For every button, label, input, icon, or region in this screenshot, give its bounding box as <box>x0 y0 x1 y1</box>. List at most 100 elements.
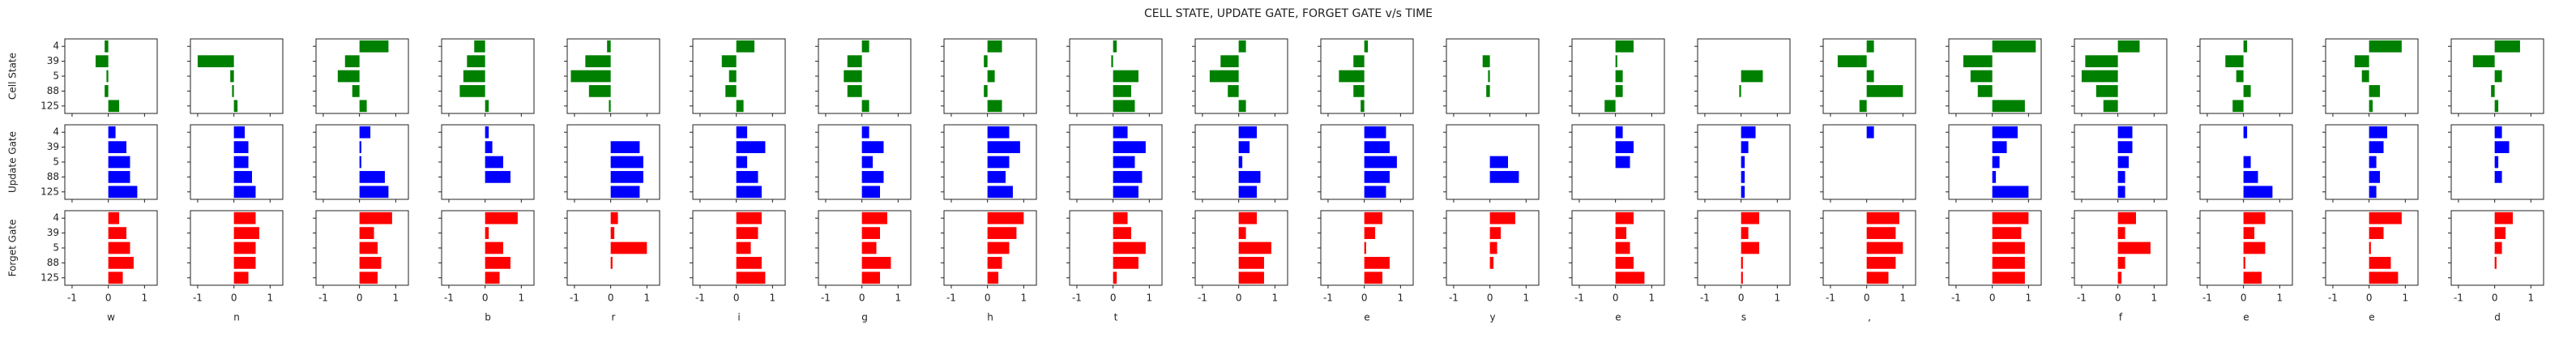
bar <box>861 141 884 153</box>
x-tick-label: -1 <box>1700 293 1710 304</box>
y-tick-label: 88 <box>47 171 59 182</box>
bar <box>105 40 109 53</box>
bar <box>2243 257 2245 269</box>
bar <box>1615 227 1627 239</box>
bar <box>1859 100 1867 113</box>
bar <box>1364 126 1386 139</box>
bar <box>1113 186 1138 199</box>
x-tick-label: 1 <box>644 293 651 304</box>
bar <box>1866 40 1874 53</box>
bar <box>2243 40 2248 53</box>
bar <box>2243 85 2251 97</box>
bar <box>1113 271 1117 284</box>
bar <box>108 156 130 169</box>
bar <box>485 141 493 153</box>
bar <box>1364 171 1390 183</box>
step-label: h <box>987 312 993 323</box>
bar <box>2494 227 2506 239</box>
bar <box>987 70 995 83</box>
y-tick-label: 39 <box>47 227 59 238</box>
bar <box>359 257 382 269</box>
bar <box>1615 211 1634 224</box>
step-label: t <box>1114 312 1118 323</box>
bar <box>108 186 138 199</box>
bar <box>861 241 877 254</box>
x-tick-label: -1 <box>67 293 77 304</box>
bar <box>1489 241 1497 254</box>
bar <box>610 156 643 169</box>
x-tick-label: 0 <box>608 293 614 304</box>
bar <box>1364 241 1366 254</box>
chart-title: CELL STATE, UPDATE GATE, FORGET GATE v/s… <box>1144 7 1433 20</box>
step-label: e <box>1615 312 1621 323</box>
bar <box>2117 227 2125 239</box>
bar <box>2494 211 2513 224</box>
bar <box>108 126 116 139</box>
bar <box>610 171 643 183</box>
x-tick-label: 0 <box>733 293 740 304</box>
x-tick-label: 0 <box>2366 293 2373 304</box>
bar <box>1615 55 1617 67</box>
bar <box>2243 171 2258 183</box>
bar <box>2361 70 2369 83</box>
y-tick-label: 39 <box>47 141 59 152</box>
bar <box>2494 70 2502 83</box>
bar <box>1866 271 1889 284</box>
bar <box>233 227 259 239</box>
bar <box>2117 171 2125 183</box>
bar <box>2117 271 2122 284</box>
bar <box>1741 211 1759 224</box>
bar <box>2243 241 2266 254</box>
bar <box>570 70 611 83</box>
x-tick-label: 1 <box>1900 293 1907 304</box>
bar <box>485 227 489 239</box>
y-tick-label: 5 <box>53 70 59 82</box>
bar <box>1364 156 1397 169</box>
bar <box>736 40 754 53</box>
x-tick-label: -1 <box>1449 293 1459 304</box>
bar <box>1353 85 1365 97</box>
bar <box>2491 85 2495 97</box>
y-tick-label: 4 <box>53 41 59 52</box>
bar <box>359 211 392 224</box>
bar <box>1866 126 1874 139</box>
bar <box>108 100 120 113</box>
bar <box>987 156 1010 169</box>
bar <box>1364 186 1386 199</box>
bar <box>1111 55 1113 67</box>
bar <box>2494 141 2510 153</box>
bar <box>2494 171 2502 183</box>
x-tick-label: -1 <box>318 293 328 304</box>
x-tick-label: 1 <box>1147 293 1153 304</box>
x-tick-label: 1 <box>1272 293 1279 304</box>
bar <box>1489 156 1508 169</box>
bar <box>233 126 246 139</box>
bar <box>1364 257 1390 269</box>
bar <box>610 141 640 153</box>
bar <box>197 55 234 67</box>
bar <box>1866 241 1903 254</box>
bar <box>1238 241 1271 254</box>
x-tick-label: -1 <box>1072 293 1082 304</box>
bar <box>1992 141 2007 153</box>
step-label: r <box>612 312 616 323</box>
bar <box>2117 257 2125 269</box>
x-tick-label: 0 <box>1361 293 1368 304</box>
bar <box>233 156 249 169</box>
bar <box>108 241 130 254</box>
y-tick-label: 88 <box>47 257 59 268</box>
bar <box>728 70 737 83</box>
step-label: d <box>2494 312 2501 323</box>
bar <box>736 257 762 269</box>
bar <box>1741 241 1759 254</box>
bar <box>1866 211 1899 224</box>
bar <box>1113 100 1135 113</box>
bar <box>2369 227 2384 239</box>
bar <box>1238 186 1257 199</box>
x-tick-label: -1 <box>444 293 454 304</box>
x-tick-label: -1 <box>821 293 831 304</box>
x-tick-label: -1 <box>1323 293 1333 304</box>
bar <box>485 241 503 254</box>
bar <box>987 271 999 284</box>
